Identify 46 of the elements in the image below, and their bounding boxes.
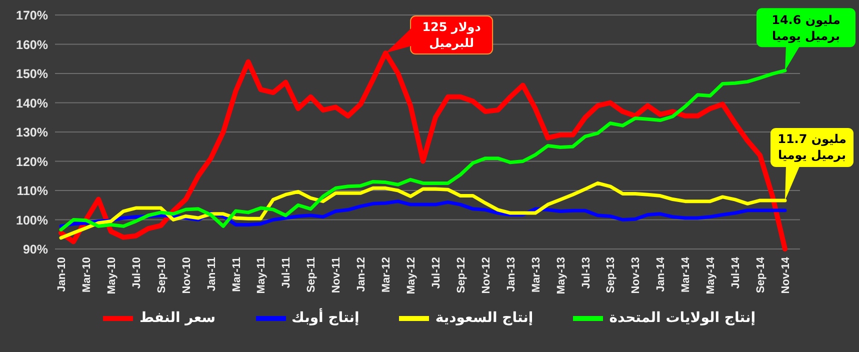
annotation: 11.7 مليون برميل يوميا — [771, 128, 853, 166]
y-tick-label: 160% — [16, 38, 48, 52]
x-tick-label: Nov-13 — [630, 257, 642, 294]
y-tick-label: 140% — [16, 96, 48, 110]
x-tick-label: May-14 — [705, 256, 718, 294]
x-tick-label: Sep-11 — [306, 257, 318, 292]
x-tick-label: Sep-10 — [156, 257, 168, 294]
x-tick-label: Jan-14 — [655, 256, 668, 292]
x-tick-label: Sep-12 — [455, 257, 468, 294]
x-tick-label: Jan-12 — [356, 257, 368, 292]
legend-label: سعر النفط — [139, 310, 216, 326]
x-tick-label: Sep-14 — [755, 256, 768, 294]
x-tick-label: Jan-11 — [206, 257, 218, 292]
x-tick-label: Mar-11 — [230, 257, 243, 292]
y-tick-label: 130% — [16, 126, 48, 140]
x-tick-label: May-13 — [555, 257, 568, 294]
x-tick-label: Jul-12 — [430, 257, 442, 289]
x-tick-label: Jul-10 — [130, 257, 143, 289]
y-tick-label: 100% — [16, 213, 48, 228]
legend-label: إنتاج الولايات المتحدة — [609, 310, 756, 326]
x-tick-label: Jul-14 — [730, 256, 742, 289]
x-tick-label: Mar-14 — [680, 256, 692, 292]
annotation: 125 دولار للبرميل — [410, 16, 493, 54]
y-tick-label: 120% — [16, 154, 48, 169]
x-tick-label: Nov-11 — [330, 257, 343, 294]
x-tick-label: Nov-14 — [780, 256, 792, 294]
annotation: 14.6 مليون برميل يوميا — [757, 8, 855, 47]
x-tick-label: Jul-11 — [280, 257, 293, 288]
x-tick-label: May-12 — [406, 257, 418, 294]
x-tick-label: Mar-10 — [80, 257, 93, 292]
x-tick-label: Jul-13 — [580, 257, 592, 289]
x-tick-label: May-11 — [256, 257, 268, 294]
x-tick-label: Nov-10 — [180, 257, 193, 294]
legend-label: إنتاج السعودية — [435, 310, 534, 326]
x-tick-label: Jan-13 — [505, 257, 518, 292]
y-tick-label: 150% — [16, 67, 48, 81]
x-tick-label: Jan-10 — [56, 257, 68, 292]
x-tick-label: May-10 — [106, 257, 118, 294]
x-tick-label: Mar-13 — [530, 257, 542, 292]
x-tick-label: Sep-13 — [605, 257, 618, 294]
y-tick-label: 110% — [16, 184, 48, 198]
y-tick-label: 90% — [22, 242, 48, 256]
legend-label: إنتاج أوبك — [292, 310, 360, 326]
x-tick-label: Nov-12 — [480, 257, 492, 294]
y-tick-label: 170% — [16, 8, 48, 22]
x-tick-label: Mar-12 — [380, 257, 393, 292]
